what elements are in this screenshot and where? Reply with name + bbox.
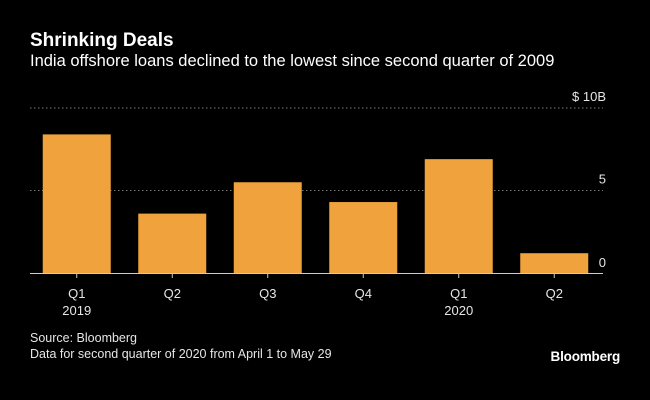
bar — [138, 213, 207, 273]
bar — [424, 159, 493, 273]
bar — [329, 202, 398, 273]
chart-title: Shrinking Deals — [30, 30, 174, 51]
data-note: Data for second quarter of 2020 from Apr… — [30, 347, 332, 361]
source-block: Source: Bloomberg Data for second quarte… — [30, 330, 332, 362]
bar — [520, 253, 589, 273]
x-tick-label: Q1 2019 — [62, 286, 91, 318]
chart-subtitle: India offshore loans declined to the low… — [30, 52, 555, 70]
y-tick-label: 5 — [599, 172, 606, 187]
y-tick-label: 0 — [599, 255, 606, 270]
x-tick-label: Q2 — [164, 286, 181, 301]
y-tick-label: $ 10B — [572, 89, 606, 104]
bar — [233, 182, 302, 273]
bloomberg-logo: Bloomberg — [550, 349, 621, 364]
x-tick-label: Q4 — [355, 286, 372, 301]
x-tick-label: Q3 — [259, 286, 276, 301]
bar — [42, 134, 111, 273]
source-text: Source: Bloomberg — [30, 331, 138, 345]
x-tick-label: Q2 — [546, 286, 563, 301]
x-tick-label: Q1 2020 — [444, 286, 473, 318]
